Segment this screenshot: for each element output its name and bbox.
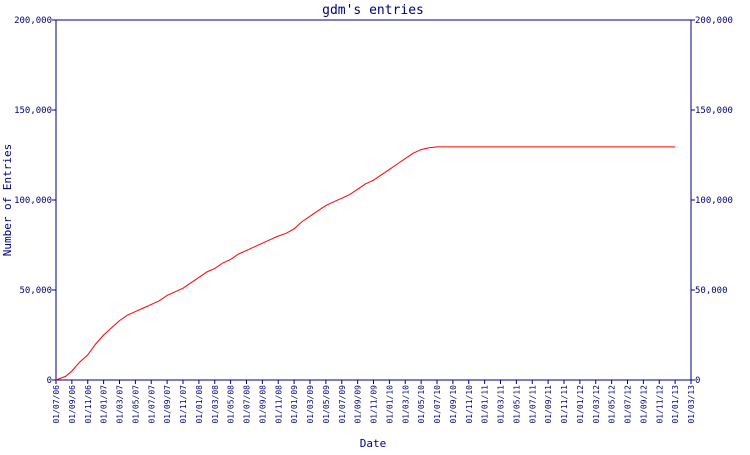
x-tick-label: 01/03/13 [687,385,696,424]
x-tick-label: 01/11/06 [84,385,93,424]
x-tick-label: 01/03/12 [592,385,601,424]
x-tick-label: 01/03/11 [497,385,506,424]
series-line [55,146,676,381]
x-tick-label: 01/07/12 [624,385,633,424]
x-tick-label: 01/11/07 [179,385,188,424]
plot-area [55,19,692,381]
x-tick-label: 01/05/09 [322,385,331,424]
x-tick-label: 01/01/11 [481,385,490,424]
series-layer [55,146,676,381]
x-tick-label: 01/01/12 [576,385,585,424]
x-tick-label: 01/11/08 [274,385,283,424]
x-tick-label: 01/09/11 [544,385,553,424]
x-tick-label: 01/05/10 [417,385,426,424]
x-tick-label: 01/01/13 [671,385,680,424]
x-tick-label: 01/01/08 [195,385,204,424]
x-tick-label: 01/09/10 [449,385,458,424]
x-tick-label: 01/05/08 [227,385,236,424]
x-tick-label: 01/01/10 [385,385,394,424]
x-tick-label: 01/01/07 [100,385,109,424]
x-tick-label: 01/03/09 [306,385,315,424]
axis-ticks: 0 0 50,000 50,000 100,000 100,000 150,000 150,0… [14,16,733,424]
x-tick-label: 01/03/08 [211,385,220,424]
x-tick-label: 01/09/08 [258,385,267,424]
chart-title: gdm's entries [322,3,424,18]
x-tick-label: 01/07/09 [338,385,347,424]
x-tick-label: 01/05/07 [131,385,140,424]
x-tick-label: 01/09/09 [354,385,363,424]
x-tick-label: 01/11/11 [560,385,569,424]
x-tick-label: 01/07/11 [528,385,537,424]
x-tick-label: 01/11/12 [655,385,664,424]
x-tick-label: 01/09/06 [68,385,77,424]
x-tick-label: 01/05/11 [512,385,521,424]
x-tick-label: 01/03/10 [401,385,410,424]
y-tick-label-right: 100,000 [695,196,733,206]
y-tick-label-right: 0 [695,376,700,386]
x-tick-label: 01/09/12 [639,385,648,424]
x-tick-label: 01/03/07 [116,385,125,424]
y-tick-label-left: 0 [47,376,52,386]
x-tick-label: 01/09/07 [163,385,172,424]
x-axis-label: Date [360,437,387,450]
y-tick-label-right: 50,000 [695,286,728,296]
x-tick-label: 01/01/09 [290,385,299,424]
y-tick-label-right: 200,000 [695,16,733,26]
x-tick-label: 01/07/08 [243,385,252,424]
x-tick-label: 01/07/06 [52,385,61,424]
x-tick-label: 01/11/10 [465,385,474,424]
x-tick-label: 01/05/12 [608,385,617,424]
y-tick-label-left: 150,000 [14,106,52,116]
x-tick-label: 01/07/07 [147,385,156,424]
y-axis-label: Number of Entries [1,144,14,257]
x-tick-label: 01/07/10 [433,385,442,424]
x-tick-label: 01/11/09 [370,385,379,424]
y-tick-label-left: 50,000 [19,286,52,296]
y-tick-label-left: 100,000 [14,196,52,206]
y-tick-label-left: 200,000 [14,16,52,26]
y-tick-label-right: 150,000 [695,106,733,116]
